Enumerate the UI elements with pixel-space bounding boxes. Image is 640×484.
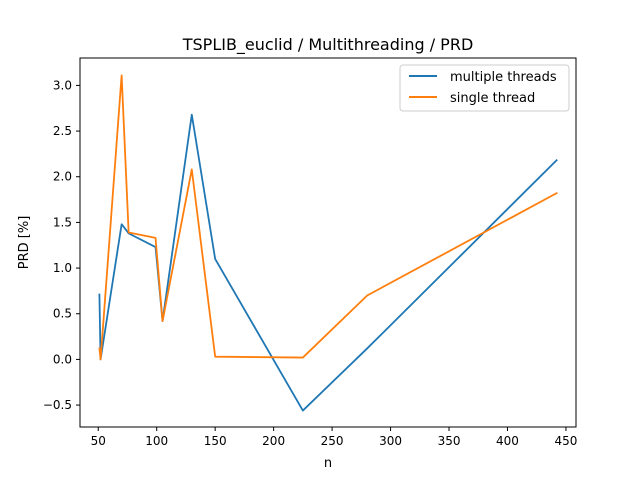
x-tick-label: 200: [262, 434, 285, 448]
chart-title: TSPLIB_euclid / Multithreading / PRD: [182, 35, 474, 55]
x-axis-label: n: [324, 456, 332, 471]
y-tick-label: 3.0: [53, 78, 72, 92]
legend-label-single-thread: single thread: [450, 91, 535, 106]
y-tick-label: 1.0: [53, 261, 72, 275]
y-axis-ticks: −0.5 0.0 0.5 1.0 1.5 2.0 2.5 3.0: [43, 78, 80, 412]
axes-frame: [79, 57, 577, 428]
series-line-single-thread: [98, 74, 558, 361]
series-lines: [98, 74, 558, 412]
y-tick-label: 0.0: [53, 352, 72, 366]
x-tick-label: 300: [379, 434, 402, 448]
y-axis-label: PRD [%]: [17, 216, 32, 270]
x-tick-label: 400: [496, 434, 519, 448]
x-axis-ticks: 50 100 150 200 250 300 350 400 450: [91, 427, 577, 448]
x-tick-label: 150: [204, 434, 227, 448]
y-tick-label: 2.5: [53, 124, 72, 138]
y-tick-label: 0.5: [53, 307, 72, 321]
legend: multiple threads single thread: [399, 64, 570, 112]
y-tick-label: 2.0: [53, 170, 72, 184]
x-tick-label: 350: [438, 434, 461, 448]
legend-label-multiple-threads: multiple threads: [450, 70, 557, 85]
x-tick-label: 50: [91, 434, 106, 448]
y-tick-label: 1.5: [53, 215, 72, 229]
legend-box: [399, 64, 570, 112]
x-tick-label: 450: [554, 434, 577, 448]
x-tick-label: 250: [321, 434, 344, 448]
x-tick-label: 100: [145, 434, 168, 448]
y-tick-label: −0.5: [43, 398, 72, 412]
